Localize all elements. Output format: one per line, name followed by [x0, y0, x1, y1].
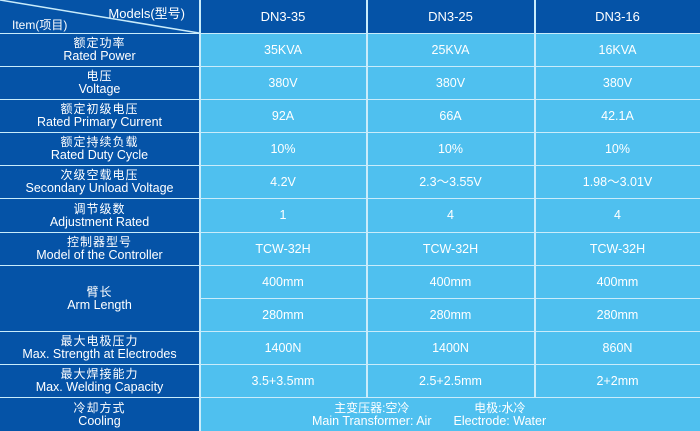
value-cell: 66A	[367, 100, 534, 132]
transformer-cooling-en: Main Transformer: Air	[312, 413, 432, 428]
value-cell: 3.5+3.5mm	[200, 365, 366, 397]
label-en: Arm Length	[67, 297, 132, 312]
grid-line	[0, 265, 700, 266]
value-cell: 1.98～3.01V	[535, 166, 700, 198]
electrode-cooling-cn: 电极:水冷	[474, 400, 526, 415]
value-cell: 280mm	[535, 299, 700, 331]
value-cell: 4	[367, 199, 534, 232]
cooling-electrode: 电极:水冷 Electrode: Water	[453, 400, 547, 428]
model-header-dn3-35: DN3-35	[200, 0, 366, 33]
value-cell: 2.5+2.5mm	[367, 365, 534, 397]
transformer-cooling-cn: 主变压器:空冷	[334, 400, 410, 415]
item-label: Item(项目)	[12, 18, 68, 32]
grid-line	[0, 132, 700, 133]
value-cell: 92A	[200, 100, 366, 132]
row-label-secondary-unload-voltage: 次级空载电压 Secondary Unload Voltage	[0, 166, 199, 198]
grid-line	[0, 165, 700, 166]
value-cell: 10%	[535, 133, 700, 165]
grid-line	[0, 364, 700, 365]
value-cell: 35KVA	[200, 34, 366, 66]
label-en: Rated Primary Current	[36, 115, 163, 129]
value-cell: TCW-32H	[535, 233, 700, 265]
row-label-rated-primary-current: 额定初级电压 Rated Primary Current	[0, 100, 199, 132]
models-label: Models(型号)	[108, 6, 185, 21]
value-cell: 42.1A	[535, 100, 700, 132]
row-label-controller-model: 控制器型号 Model of the Controller	[0, 233, 199, 265]
cooling-transformer: 主变压器:空冷 Main Transformer: Air	[312, 400, 432, 428]
value-cell: 10%	[367, 133, 534, 165]
grid-line	[199, 0, 201, 431]
label-en: Rated Power	[63, 49, 136, 63]
value-cell: 380V	[367, 67, 534, 99]
value-cell: 2.3～3.55V	[367, 166, 534, 198]
value-cell: 10%	[200, 133, 366, 165]
row-label-rated-power: 额定功率 Rated Power	[0, 34, 199, 66]
grid-line	[0, 397, 700, 398]
value-cell: 16KVA	[535, 34, 700, 66]
label-en: Secondary Unload Voltage	[25, 181, 174, 195]
label-cn: 次级空载电压	[60, 168, 139, 182]
value-cell: 280mm	[367, 299, 534, 331]
value-cell: 860N	[535, 332, 700, 364]
value-cell: 400mm	[200, 266, 366, 298]
label-cn: 最大电极压力	[60, 334, 139, 348]
label-cn: 冷却方式	[73, 400, 126, 415]
row-label-voltage: 电压 Voltage	[0, 67, 199, 99]
row-label-arm-length: 臂长 Arm Length	[0, 266, 199, 331]
grid-line	[200, 298, 700, 299]
label-en: Model of the Controller	[36, 248, 163, 262]
label-cn: 电压	[86, 69, 113, 83]
model-header-dn3-25: DN3-25	[367, 0, 534, 33]
value-cell: 380V	[535, 67, 700, 99]
value-cell: TCW-32H	[367, 233, 534, 265]
value-cell: 380V	[200, 67, 366, 99]
value-cell: 400mm	[367, 266, 534, 298]
grid-line	[0, 331, 700, 332]
label-cn: 控制器型号	[66, 235, 132, 249]
cooling-details: 主变压器:空冷 Main Transformer: Air 电极:水冷 Elec…	[312, 400, 547, 428]
header-corner-cell: Models(型号) Item(项目)	[0, 0, 199, 33]
row-label-cooling: 冷却方式 Cooling	[0, 398, 199, 431]
diagonal-divider	[0, 0, 199, 33]
row-label-adjustment-rated: 调节级数 Adjustment Rated	[0, 199, 199, 232]
label-cn: 额定持续负载	[60, 135, 139, 149]
label-en: Rated Duty Cycle	[50, 148, 149, 162]
label-cn: 最大焊接能力	[60, 367, 139, 381]
row-label-max-strength-electrodes: 最大电极压力 Max. Strength at Electrodes	[0, 332, 199, 364]
value-cell: 25KVA	[367, 34, 534, 66]
value-cell: 4	[535, 199, 700, 232]
label-en: Cooling	[78, 413, 121, 428]
label-en: Adjustment Rated	[49, 214, 150, 229]
grid-line	[0, 232, 700, 233]
value-cell: 400mm	[535, 266, 700, 298]
value-cell: TCW-32H	[200, 233, 366, 265]
grid-line	[534, 0, 536, 398]
cooling-value-cell: 主变压器:空冷 Main Transformer: Air 电极:水冷 Elec…	[200, 398, 700, 431]
value-cell: 1400N	[200, 332, 366, 364]
label-en: Voltage	[78, 82, 121, 96]
grid-line	[0, 66, 700, 67]
electrode-cooling-en: Electrode: Water	[453, 413, 547, 428]
grid-line	[366, 0, 368, 398]
label-cn: 额定初级电压	[60, 102, 139, 116]
label-en: Max. Strength at Electrodes	[22, 347, 177, 361]
value-cell: 280mm	[200, 299, 366, 331]
label-cn: 调节级数	[73, 201, 126, 216]
label-en: Max. Welding Capacity	[35, 380, 164, 394]
grid-line	[0, 99, 700, 100]
row-label-rated-duty-cycle: 额定持续负载 Rated Duty Cycle	[0, 133, 199, 165]
grid-line	[0, 33, 700, 34]
grid-line	[0, 198, 700, 199]
value-cell: 2+2mm	[535, 365, 700, 397]
value-cell: 4.2V	[200, 166, 366, 198]
row-label-max-welding-capacity: 最大焊接能力 Max. Welding Capacity	[0, 365, 199, 397]
model-header-dn3-16: DN3-16	[535, 0, 700, 33]
value-cell: 1	[200, 199, 366, 232]
label-cn: 臂长	[86, 284, 113, 299]
value-cell: 1400N	[367, 332, 534, 364]
label-cn: 额定功率	[73, 36, 126, 50]
